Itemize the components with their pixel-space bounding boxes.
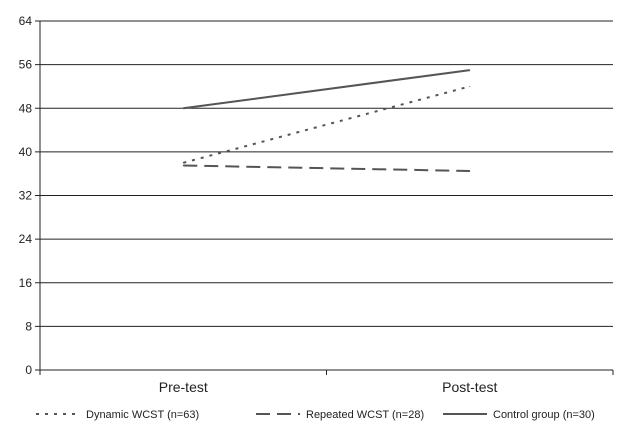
y-tick-label: 32 xyxy=(19,189,33,203)
y-tick-label: 48 xyxy=(19,101,33,115)
y-axis: 0 8 16 24 32 40 48 56 64 xyxy=(19,14,41,377)
series-lines xyxy=(182,69,471,172)
series-2-point xyxy=(469,170,471,172)
y-tick-label: 16 xyxy=(19,276,33,290)
series-3-point xyxy=(469,69,471,71)
gridlines xyxy=(40,20,613,371)
legend: Dynamic WCST (n=63) Repeated WCST (n=28) C… xyxy=(36,409,595,421)
series-2-point xyxy=(182,165,184,167)
series-line-3 xyxy=(183,69,470,110)
y-tick-label: 40 xyxy=(19,145,33,159)
y-tick-label: 24 xyxy=(19,232,33,246)
series-3-point xyxy=(182,107,184,109)
y-tick-label: 56 xyxy=(19,58,33,72)
series-1-point xyxy=(469,85,471,87)
series-line-2 xyxy=(183,164,470,172)
series-1-point xyxy=(182,162,184,164)
legend-label-2: Repeated WCST (n=28) xyxy=(306,409,424,421)
legend-label-1: Dynamic WCST (n=63) xyxy=(86,409,199,421)
y-tick-label: 8 xyxy=(25,319,32,333)
y-tick-label: 64 xyxy=(19,14,33,28)
x-tick-label: Pre-test xyxy=(159,379,208,395)
x-tick-label: Post-test xyxy=(442,379,497,395)
x-axis: Pre-test Post-test xyxy=(39,370,614,395)
y-tick-label: 0 xyxy=(25,363,32,377)
series-line-1 xyxy=(183,85,471,164)
legend-label-3: Control group (n=30) xyxy=(493,409,595,421)
